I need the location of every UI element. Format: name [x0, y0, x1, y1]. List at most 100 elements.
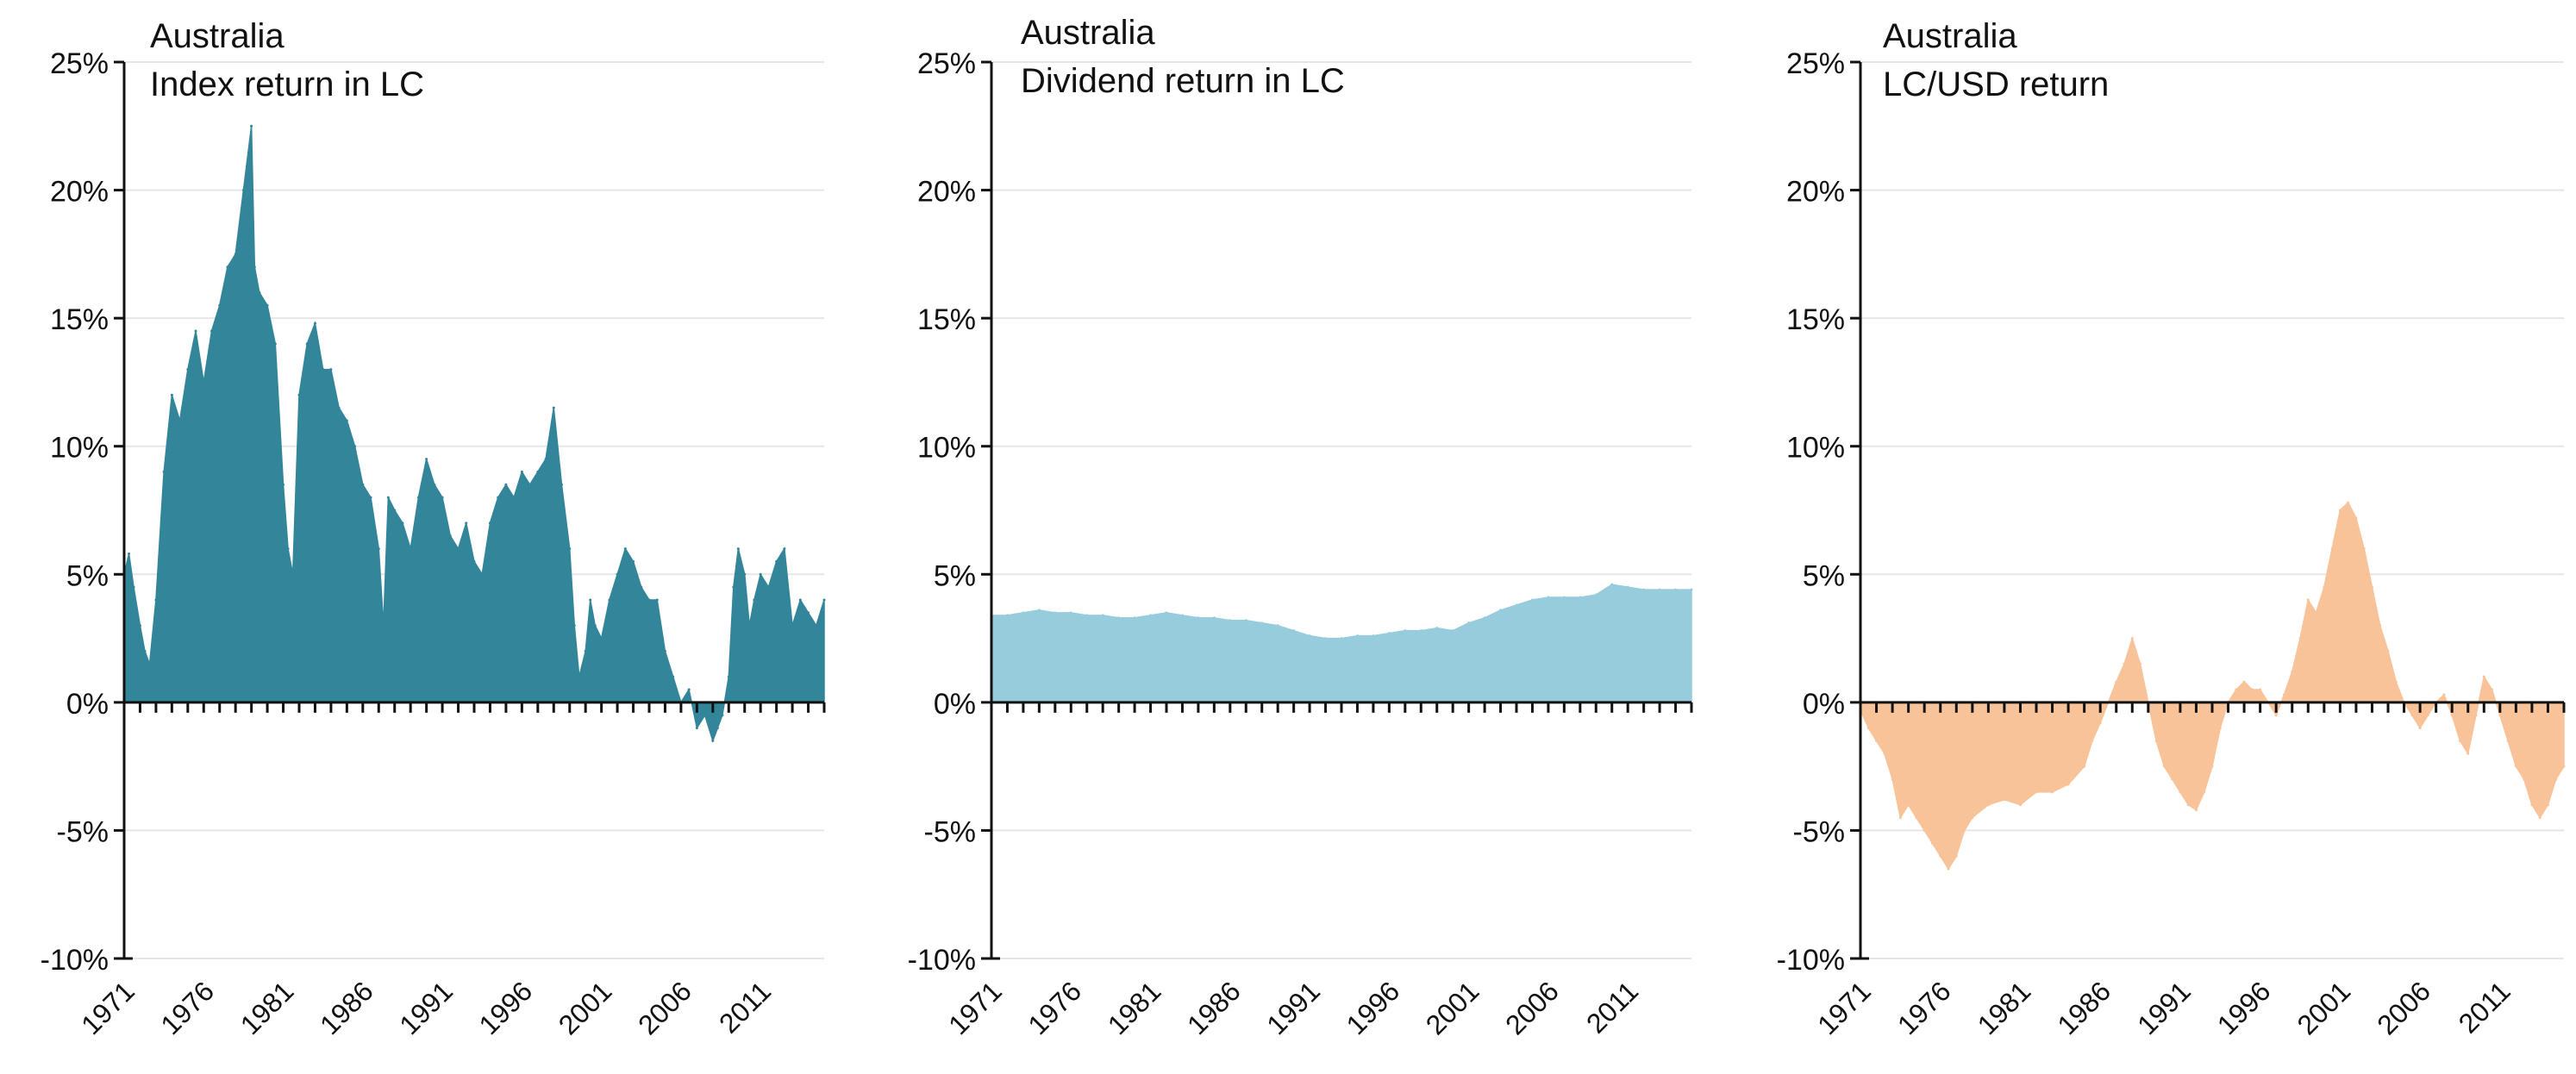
- x-tick-label: 2011: [2453, 975, 2517, 1039]
- data-point: [2091, 739, 2094, 742]
- data-point: [736, 547, 740, 551]
- data-point: [2194, 809, 2198, 812]
- data-point: [766, 585, 770, 589]
- data-point: [241, 189, 245, 192]
- data-point: [2003, 798, 2006, 802]
- data-point: [1923, 828, 1926, 832]
- y-tick-label: 0%: [1803, 688, 1845, 721]
- data-point: [1022, 611, 1025, 615]
- data-point: [425, 458, 428, 461]
- data-point: [2467, 752, 2470, 755]
- data-point: [1244, 619, 1247, 622]
- data-point: [1947, 867, 1950, 871]
- data-point: [2139, 662, 2142, 665]
- data-point: [1898, 816, 1902, 820]
- data-point: [1986, 803, 1990, 807]
- x-tick-label: 1981: [234, 975, 300, 1040]
- x-tick-label: 1991: [1260, 975, 1326, 1040]
- data-point: [1276, 624, 1279, 628]
- data-point: [815, 624, 818, 628]
- data-point: [1939, 854, 1942, 858]
- data-point: [1387, 632, 1391, 635]
- y-tick-label: 5%: [66, 559, 109, 592]
- data-point: [377, 547, 380, 551]
- data-point: [194, 329, 197, 333]
- data-point: [2186, 803, 2190, 807]
- data-point: [2242, 680, 2246, 684]
- data-point: [1069, 611, 1072, 615]
- data-point: [687, 688, 691, 691]
- data-point: [266, 303, 269, 307]
- data-point: [1451, 629, 1454, 633]
- x-tick-label: 1986: [2051, 975, 2116, 1040]
- data-point: [2362, 547, 2366, 551]
- data-point: [2018, 803, 2022, 807]
- data-point: [783, 547, 786, 551]
- y-tick-label: 15%: [50, 303, 109, 336]
- data-point: [608, 598, 611, 602]
- x-tick-label: 2001: [553, 975, 618, 1040]
- data-point: [488, 521, 491, 525]
- chart-title-country: Australia: [150, 17, 284, 55]
- data-point: [807, 611, 810, 615]
- data-point: [753, 598, 756, 602]
- y-tick-label: -5%: [1793, 815, 1845, 848]
- data-point: [329, 368, 333, 372]
- data-point: [2203, 790, 2206, 794]
- data-point: [1149, 614, 1153, 617]
- y-tick-label: 10%: [1786, 432, 1845, 465]
- y-tick-label: -10%: [1777, 944, 1845, 977]
- data-point: [409, 547, 412, 551]
- data-point: [2210, 765, 2214, 768]
- x-tick-label: 1976: [1022, 975, 1087, 1040]
- y-tick-label: 5%: [934, 559, 976, 592]
- data-point: [2035, 790, 2038, 794]
- data-point: [1626, 585, 1629, 589]
- data-point: [2458, 739, 2461, 742]
- y-tick-label: 15%: [917, 303, 976, 336]
- data-point: [138, 624, 141, 628]
- y-tick-label: 15%: [1786, 303, 1845, 336]
- data-point: [393, 509, 397, 512]
- data-point: [560, 483, 563, 486]
- data-point: [1642, 588, 1646, 591]
- data-point: [148, 662, 152, 665]
- data-point: [297, 393, 301, 397]
- y-tick-label: -5%: [924, 815, 976, 848]
- data-point: [578, 675, 581, 678]
- data-point: [2426, 714, 2429, 717]
- data-point: [655, 598, 659, 602]
- data-point: [226, 265, 229, 269]
- data-point: [1324, 637, 1328, 640]
- data-point: [1483, 616, 1486, 620]
- data-point: [2315, 611, 2318, 615]
- data-point: [1883, 752, 1886, 755]
- data-point: [2179, 790, 2182, 794]
- data-point: [798, 598, 802, 602]
- series-area: [991, 584, 1692, 703]
- data-point: [791, 624, 794, 628]
- data-point: [273, 342, 277, 346]
- data-point: [1372, 634, 1375, 638]
- data-point: [2442, 693, 2446, 696]
- series-area: [1860, 501, 2565, 871]
- data-point: [1085, 614, 1089, 617]
- chart-title-currency: Australia LC/USD return: [1883, 12, 2109, 109]
- data-point: [1579, 596, 1582, 599]
- x-tick-label: 2006: [632, 975, 697, 1040]
- data-point: [552, 406, 555, 409]
- data-point: [2554, 777, 2558, 781]
- data-point: [1037, 609, 1041, 612]
- data-point: [640, 585, 643, 589]
- data-point: [472, 559, 476, 563]
- data-point: [2370, 585, 2373, 589]
- data-point: [1866, 727, 1870, 730]
- data-point: [1674, 588, 1678, 591]
- x-tick-label: 1976: [1891, 975, 1957, 1040]
- data-point: [1499, 609, 1503, 612]
- data-point: [711, 739, 715, 742]
- data-point: [1515, 603, 1518, 607]
- data-point: [743, 572, 747, 576]
- data-point: [353, 445, 357, 448]
